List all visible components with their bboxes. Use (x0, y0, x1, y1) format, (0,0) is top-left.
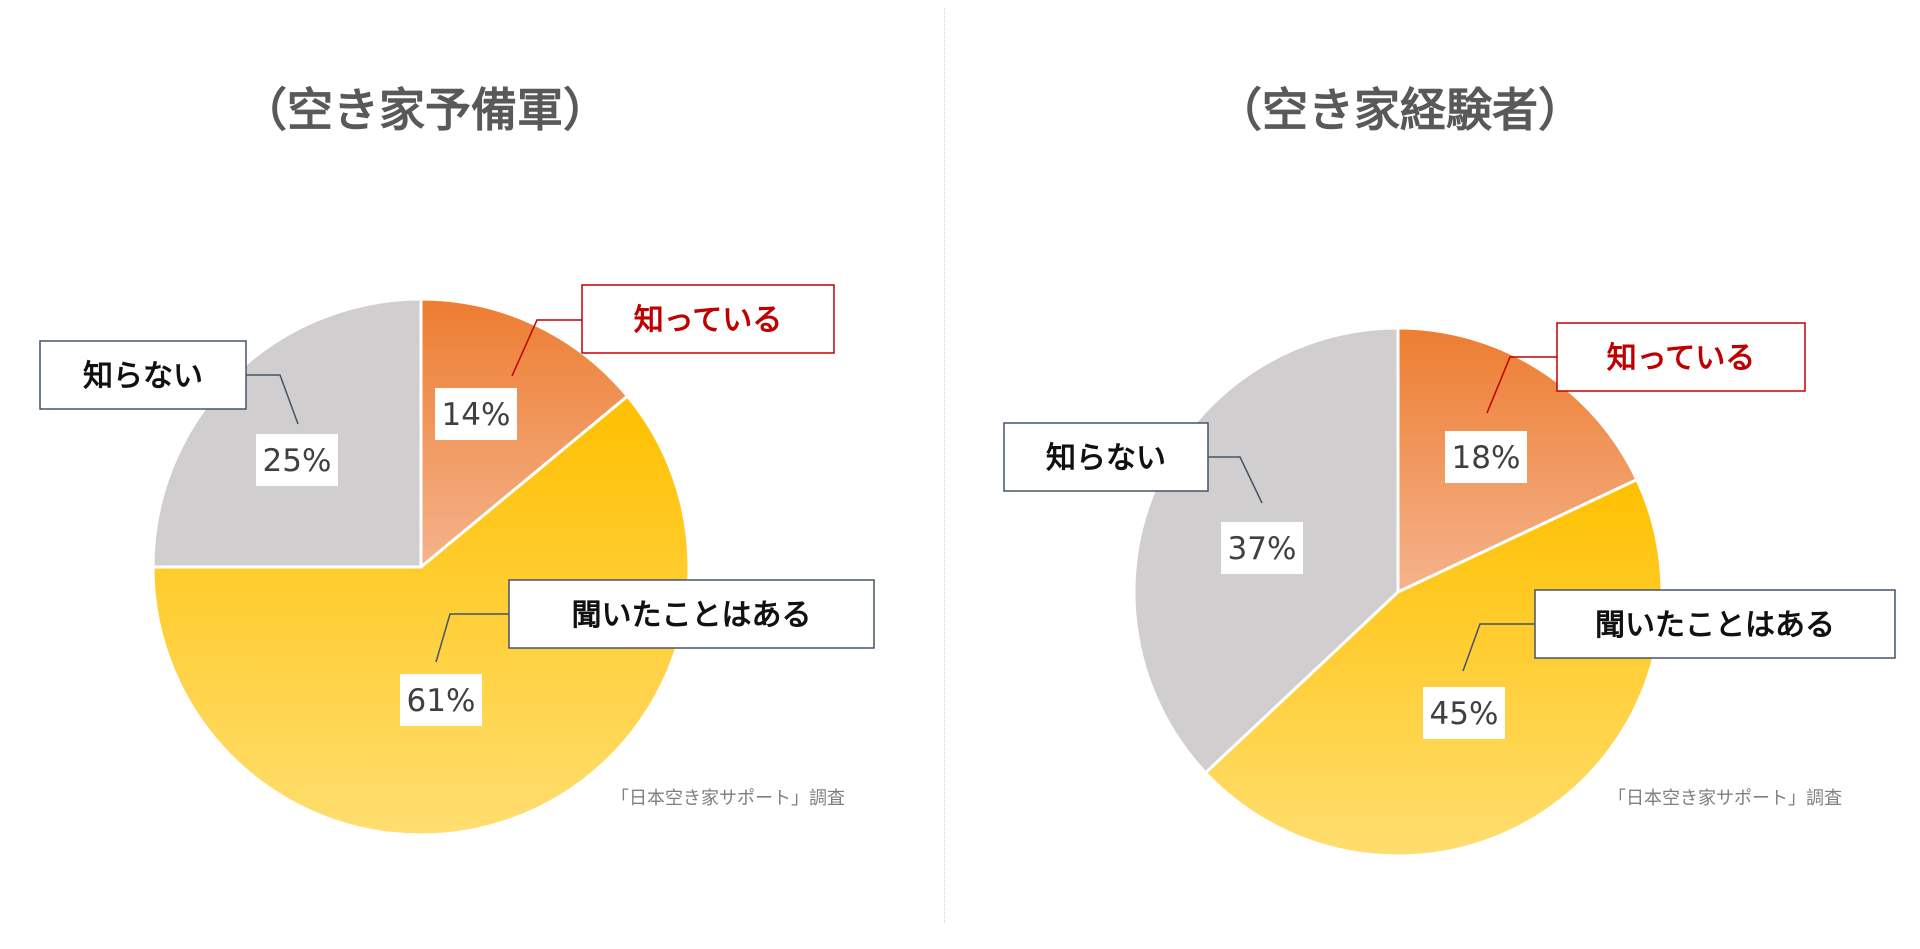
leader-line-shitteiru (511, 319, 582, 377)
percent-value: 18% (1452, 440, 1521, 476)
category-label-shiranai: 知らない (39, 340, 247, 410)
chart-title: （空き家経験者） (1216, 83, 1584, 137)
category-label-text: 知らない (1046, 441, 1166, 476)
category-label-text: 聞いたことはある (572, 598, 812, 633)
percent-label-kiita-koto-wa-aru: 61% (400, 674, 482, 726)
category-label-kiita-koto-wa-aru: 聞いたことはある (508, 579, 875, 649)
pie-slice-shiranai (151, 297, 423, 569)
chart-title: （空き家予備軍） (241, 83, 609, 137)
pie-chart-1: （空き家予備軍） 14% 知っている 61% 聞いたことはある 25% 知らない「日本空き家… (39, 83, 875, 837)
chart-divider (944, 8, 945, 923)
category-label-shitteiru: 知っている (1556, 322, 1806, 392)
percent-value: 37% (1228, 531, 1297, 567)
category-label-shitteiru: 知っている (581, 284, 835, 354)
source-note: 「日本空き家サポート」調査 (1608, 788, 1842, 809)
category-label-text: 知らない (83, 359, 203, 394)
pie-chart-2: （空き家経験者） 18% 知っている 45% 聞いたことはある 37% 知らない「日本空き家… (1003, 83, 1896, 858)
leader-line-shiranai (1208, 456, 1263, 504)
percent-value: 14% (442, 397, 511, 433)
percent-value: 25% (263, 443, 332, 479)
leader-line-kiita-koto-wa-aru (435, 613, 509, 663)
percent-label-shitteiru: 14% (435, 388, 517, 440)
category-label-text: 知っている (634, 303, 783, 338)
pie-slice-kiita-koto-wa-aru (1203, 477, 1664, 858)
percent-value: 45% (1430, 696, 1499, 732)
leader-line-shitteiru (1486, 356, 1557, 414)
pie-slice-kiita-koto-wa-aru (151, 394, 691, 837)
percent-label-kiita-koto-wa-aru: 45% (1423, 687, 1505, 739)
percent-label-shiranai: 37% (1221, 522, 1303, 574)
percent-label-shiranai: 25% (256, 434, 338, 486)
percent-value: 61% (407, 683, 476, 719)
source-note: 「日本空き家サポート」調査 (611, 788, 845, 809)
category-label-kiita-koto-wa-aru: 聞いたことはある (1534, 589, 1896, 659)
category-label-shiranai: 知らない (1003, 422, 1209, 492)
category-label-text: 知っている (1607, 341, 1756, 376)
percent-label-shitteiru: 18% (1445, 431, 1527, 483)
leader-line-kiita-koto-wa-aru (1462, 623, 1535, 672)
category-label-text: 聞いたことはある (1595, 608, 1835, 643)
leader-line-shiranai (246, 374, 299, 425)
